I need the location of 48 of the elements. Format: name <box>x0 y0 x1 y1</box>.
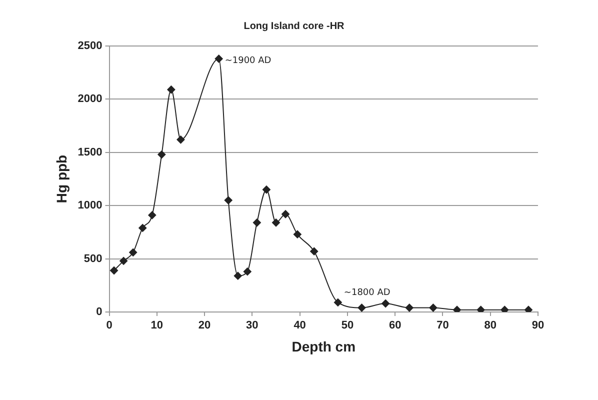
x-tick-label: 50 <box>341 320 354 332</box>
point <box>453 306 462 312</box>
point <box>262 186 270 194</box>
point <box>334 298 342 306</box>
point <box>476 306 485 312</box>
x-tick-label: 60 <box>388 320 402 332</box>
point <box>429 304 438 312</box>
point <box>148 211 156 220</box>
point <box>158 150 166 159</box>
y-tick-label: 2500 <box>78 40 102 52</box>
point <box>167 86 176 94</box>
point <box>252 218 261 227</box>
x-tick-label: 20 <box>198 320 211 332</box>
y-tick-label: 0 <box>96 306 102 318</box>
x-tick-label: 80 <box>484 320 496 332</box>
point <box>129 248 138 256</box>
y-tick-label: 500 <box>84 252 102 265</box>
point <box>500 306 509 312</box>
point <box>282 210 290 218</box>
chart-title: Long Island core -HR <box>244 20 346 32</box>
point <box>524 306 532 312</box>
point <box>293 230 302 238</box>
point <box>234 272 242 280</box>
x-tick-label: 30 <box>246 320 258 332</box>
x-tick-label: 0 <box>106 320 112 332</box>
x-axis-title: Depth cm <box>292 338 356 354</box>
y-axis-title: Hg ppb <box>53 154 70 204</box>
point <box>358 304 366 312</box>
y-tick-label: 2000 <box>78 93 102 106</box>
point <box>110 266 118 275</box>
x-tick-label: 40 <box>294 320 306 332</box>
annotation: ~1900 AD <box>224 56 272 66</box>
x-tick-label: 90 <box>532 320 544 332</box>
point <box>405 304 414 312</box>
point <box>310 247 318 256</box>
point <box>224 196 232 204</box>
point <box>382 299 390 308</box>
y-tick-label: 1000 <box>78 200 102 212</box>
point <box>120 256 128 265</box>
y-tick-label: 1500 <box>78 146 102 158</box>
point <box>214 54 223 63</box>
x-tick-label: 10 <box>150 320 164 332</box>
point <box>272 218 280 227</box>
annotation: ~1800 AD <box>344 288 390 298</box>
point <box>138 224 147 232</box>
point <box>243 268 252 276</box>
point <box>176 136 185 144</box>
x-tick-label: 70 <box>436 320 449 332</box>
